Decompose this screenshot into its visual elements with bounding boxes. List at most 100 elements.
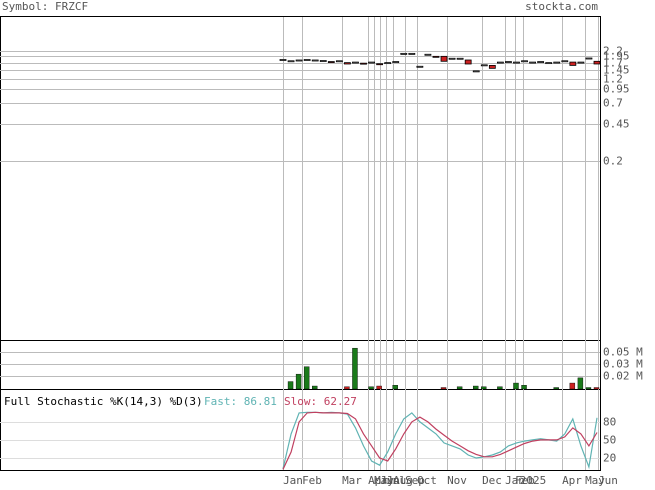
frame: [0, 16, 601, 471]
x-tick-label: Jun: [380, 474, 400, 486]
y-tick-label: 0.03 M: [603, 358, 643, 371]
candle: [496, 61, 504, 64]
candle: [521, 60, 528, 63]
y-tick-label: 0.05 M: [603, 346, 643, 359]
y-tick-label: 1.45: [603, 64, 630, 77]
candle: [488, 65, 496, 69]
volume-bar: [368, 386, 374, 390]
x-tick-label: Oct: [417, 474, 437, 486]
candle: [513, 61, 520, 64]
candle: [416, 65, 424, 68]
volume-bar: [287, 381, 294, 390]
candle: [569, 61, 577, 66]
candle: [561, 60, 569, 63]
candle: [408, 52, 416, 55]
candle: [448, 57, 456, 60]
volume-bar: [352, 347, 358, 390]
volume-bar: [553, 387, 559, 390]
candle: [392, 61, 400, 63]
x-tick-label: 2025: [520, 474, 547, 486]
x-tick-label: May: [585, 474, 605, 486]
y-tick-label: 1.7: [603, 57, 623, 70]
candle: [505, 61, 512, 63]
volume-bar: [585, 387, 592, 390]
x-tick-label: Jan: [505, 474, 525, 486]
candle: [553, 61, 561, 64]
candle: [456, 57, 464, 60]
candle: [360, 62, 367, 65]
candle: [400, 52, 408, 55]
volume-bar: [295, 373, 302, 390]
candle: [585, 57, 593, 60]
y-tick-label: 1.2: [603, 73, 623, 86]
x-tick-label: Feb: [515, 474, 535, 486]
x-tick-label: Jun: [598, 474, 618, 486]
x-tick-label: Jul: [386, 474, 406, 486]
y-tick-label: 2.2: [603, 45, 623, 58]
symbol: Symbol: FRZCF: [2, 0, 88, 13]
volume-bar: [344, 386, 350, 390]
volume-bar: [577, 377, 584, 390]
candle: [335, 60, 343, 63]
candle: [480, 64, 488, 67]
candle: [303, 59, 311, 61]
x-tick-label: Apr: [562, 474, 582, 486]
candle: [279, 59, 287, 61]
volume-bar: [481, 386, 487, 390]
x-tick-label: Apr: [368, 474, 388, 486]
candle: [352, 61, 359, 64]
candle: [472, 70, 480, 73]
y-tick-label: 0.95: [603, 83, 630, 96]
y-tick-label: 0.2: [603, 155, 623, 168]
x-tick-label: Sep: [405, 474, 425, 486]
x-tick-label: May: [374, 474, 394, 486]
x-tick-label: Aug: [393, 474, 413, 486]
volume-bar: [569, 382, 576, 390]
candle: [319, 60, 327, 62]
volume-bar: [303, 366, 310, 390]
volume-bar: [497, 386, 503, 390]
volume-bar: [440, 387, 447, 390]
x-tick-label: Feb: [302, 474, 322, 486]
candle: [529, 61, 536, 64]
candle: [545, 62, 553, 65]
candle: [287, 60, 295, 63]
y-tick-label: 20: [603, 452, 616, 465]
x-tick-label: Jan: [283, 474, 303, 486]
candle: [424, 53, 432, 56]
panel-title: Full Stochastic %K(14,3) %D(3): [4, 395, 203, 408]
candle: [440, 55, 448, 62]
site[interactable]: stockta.com: [525, 0, 598, 13]
volume-bar: [521, 385, 527, 390]
volume-bar: [593, 387, 600, 390]
y-tick-label: 50: [603, 434, 616, 447]
candle: [464, 59, 472, 65]
candle: [344, 62, 351, 65]
candle: [376, 63, 384, 66]
candle: [593, 60, 601, 65]
volume-bar: [312, 385, 318, 390]
candle: [432, 55, 440, 58]
y-tick-label: 0.7: [603, 97, 623, 110]
candle: [368, 61, 375, 64]
fast-label: Fast: 86.81: [204, 395, 277, 408]
y-tick-label: 1.95: [603, 50, 630, 63]
candle: [311, 59, 319, 62]
y-tick-label: 0.02 M: [603, 370, 643, 383]
x-tick-label: Nov: [447, 474, 467, 486]
slow-label: Slow: 62.27: [284, 395, 357, 408]
volume-bar: [392, 385, 398, 390]
y-tick-label: 80: [603, 416, 616, 429]
x-tick-label: Mar: [342, 474, 362, 486]
stoch-line: [282, 411, 598, 470]
candle: [295, 59, 303, 62]
x-tick-label: Dec: [482, 474, 502, 486]
candle: [327, 61, 335, 63]
y-tick-label: 0.45: [603, 118, 630, 131]
volume-bar: [456, 386, 463, 390]
volume-bar: [473, 385, 479, 390]
candle: [577, 61, 585, 64]
candle: [537, 61, 545, 63]
